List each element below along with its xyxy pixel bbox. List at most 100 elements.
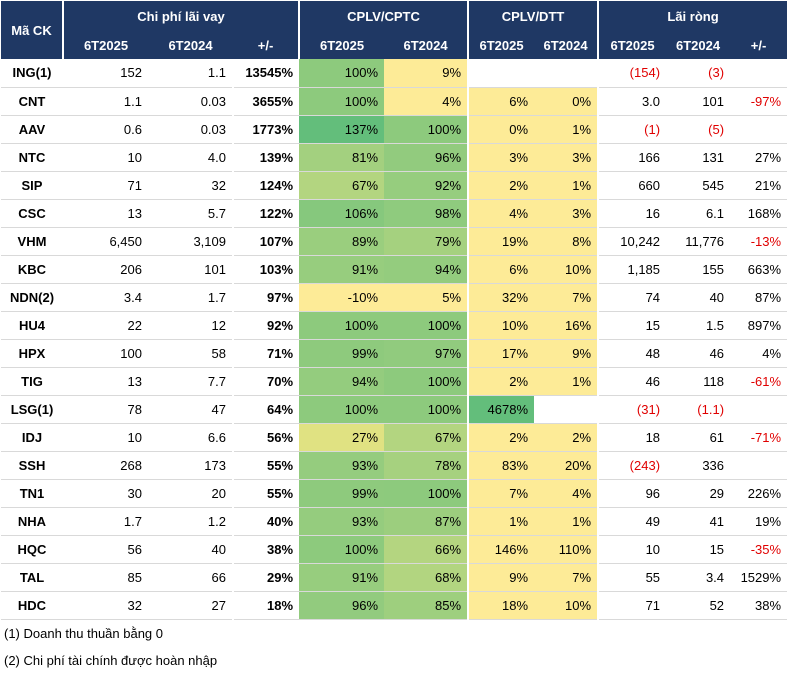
cell-cptc24: 96% <box>384 143 470 172</box>
cell-lrchg: 226% <box>730 479 788 508</box>
cell-dtt25: 7% <box>468 479 535 508</box>
table-row: IDJ 10 6.6 56% 27% 67% 2% 2% 18 61 -71% <box>1 423 788 452</box>
cell-lv25: 1.7 <box>63 507 148 536</box>
cell-lv24: 40 <box>148 535 234 564</box>
cell-lv24: 47 <box>148 395 234 424</box>
cell-lv25: 0.6 <box>63 115 148 144</box>
cell-lv25: 206 <box>63 255 148 284</box>
cell-lr25: 15 <box>598 311 667 340</box>
cell-dtt24: 10% <box>534 591 600 620</box>
cell-lr24: 101 <box>666 87 731 116</box>
cell-lr25: 3.0 <box>598 87 667 116</box>
cell-lvchg: 18% <box>233 591 300 620</box>
cell-lr24: (3) <box>666 59 731 88</box>
cell-dtt25: 19% <box>468 227 535 256</box>
cell-lr24: (5) <box>666 115 731 144</box>
cell-lrchg: 1529% <box>730 563 788 592</box>
cell-cptc24: 67% <box>384 423 470 452</box>
cell-lrchg: -35% <box>730 535 788 564</box>
cell-lr24: 11,776 <box>666 227 731 256</box>
cell-lv24: 12 <box>148 311 234 340</box>
header-cplv-dtt: CPLV/DTT <box>468 1 600 31</box>
cell-lv25: 100 <box>63 339 148 368</box>
cell-lr24: (1.1) <box>666 395 731 424</box>
cell-lv25: 6,450 <box>63 227 148 256</box>
cell-dtt24 <box>534 59 600 88</box>
cell-lv25: 13 <box>63 199 148 228</box>
table-row: TN1 30 20 55% 99% 100% 7% 4% 96 29 226% <box>1 479 788 508</box>
cell-lvchg: 13545% <box>233 59 300 88</box>
cell-lvchg: 3655% <box>233 87 300 116</box>
cell-lvchg: 64% <box>233 395 300 424</box>
cell-dtt24 <box>534 395 600 424</box>
cell-ck: HPX <box>1 339 63 368</box>
cell-cptc24: 92% <box>384 171 470 200</box>
table-row: NTC 10 4.0 139% 81% 96% 3% 3% 166 131 27% <box>1 143 788 172</box>
cell-lr25: 166 <box>598 143 667 172</box>
cell-lv24: 1.2 <box>148 507 234 536</box>
cell-cptc25: 99% <box>299 479 385 508</box>
cell-lr25: 49 <box>598 507 667 536</box>
subheader-cell: 6T2024 <box>148 31 233 59</box>
cell-lv25: 71 <box>63 171 148 200</box>
cell-cptc25: -10% <box>299 283 385 312</box>
cell-lr25: 660 <box>598 171 667 200</box>
cell-cptc25: 100% <box>299 535 385 564</box>
interest-expense-table: Mã CK Chi phí lãi vay CPLV/CPTC CPLV/DTT… <box>1 1 788 620</box>
cell-lv24: 6.6 <box>148 423 234 452</box>
cell-ck: TAL <box>1 563 63 592</box>
cell-lv25: 3.4 <box>63 283 148 312</box>
cell-lvchg: 55% <box>233 451 300 480</box>
cell-dtt25: 2% <box>468 367 535 396</box>
cell-dtt25: 4% <box>468 199 535 228</box>
footnote: (1) Doanh thu thuần bằng 0 <box>4 626 164 641</box>
cell-lr25: (31) <box>598 395 667 424</box>
cell-lv24: 66 <box>148 563 234 592</box>
cell-lrchg <box>730 115 788 144</box>
table-row: SSH 268 173 55% 93% 78% 83% 20% (243) 336 <box>1 451 788 480</box>
cell-lv25: 56 <box>63 535 148 564</box>
cell-lvchg: 71% <box>233 339 300 368</box>
cell-lv24: 173 <box>148 451 234 480</box>
cell-lv25: 1.1 <box>63 87 148 116</box>
cell-dtt25: 0% <box>468 115 535 144</box>
cell-lr25: 71 <box>598 591 667 620</box>
cell-lr25: 18 <box>598 423 667 452</box>
subheader-cell: 6T2025 <box>598 31 667 59</box>
cell-ck: SIP <box>1 171 63 200</box>
cell-dtt25: 2% <box>468 423 535 452</box>
cell-ck: HU4 <box>1 311 63 340</box>
subheader-cell: 6T2025 <box>299 31 385 59</box>
cell-cptc25: 106% <box>299 199 385 228</box>
subheader-cell: 6T2024 <box>666 31 731 59</box>
cell-lrchg: 4% <box>730 339 788 368</box>
cell-cptc25: 94% <box>299 367 385 396</box>
table-row: VHM 6,450 3,109 107% 89% 79% 19% 8% 10,242 11,776… <box>1 227 788 256</box>
cell-dtt25: 146% <box>468 535 535 564</box>
cell-dtt24: 1% <box>534 507 600 536</box>
cell-lr25: 16 <box>598 199 667 228</box>
cell-dtt25 <box>468 59 535 88</box>
cell-lvchg: 38% <box>233 535 300 564</box>
cell-dtt24: 20% <box>534 451 600 480</box>
cell-lr24: 1.5 <box>666 311 731 340</box>
table-row: LSG(1) 78 47 64% 100% 100% 4678% (31) (1.1) <box>1 395 788 424</box>
cell-lvchg: 97% <box>233 283 300 312</box>
cell-lv24: 0.03 <box>148 115 234 144</box>
cell-cptc25: 100% <box>299 395 385 424</box>
cell-cptc25: 96% <box>299 591 385 620</box>
cell-cptc24: 4% <box>384 87 470 116</box>
cell-lvchg: 124% <box>233 171 300 200</box>
cell-ck: TN1 <box>1 479 63 508</box>
cell-dtt24: 7% <box>534 563 600 592</box>
cell-lv25: 32 <box>63 591 148 620</box>
cell-lr25: (243) <box>598 451 667 480</box>
cell-dtt25: 17% <box>468 339 535 368</box>
cell-lr24: 40 <box>666 283 731 312</box>
cell-lv25: 30 <box>63 479 148 508</box>
cell-cptc24: 5% <box>384 283 470 312</box>
cell-ck: NTC <box>1 143 63 172</box>
cell-lvchg: 40% <box>233 507 300 536</box>
cell-cptc25: 100% <box>299 87 385 116</box>
cell-lr25: 74 <box>598 283 667 312</box>
